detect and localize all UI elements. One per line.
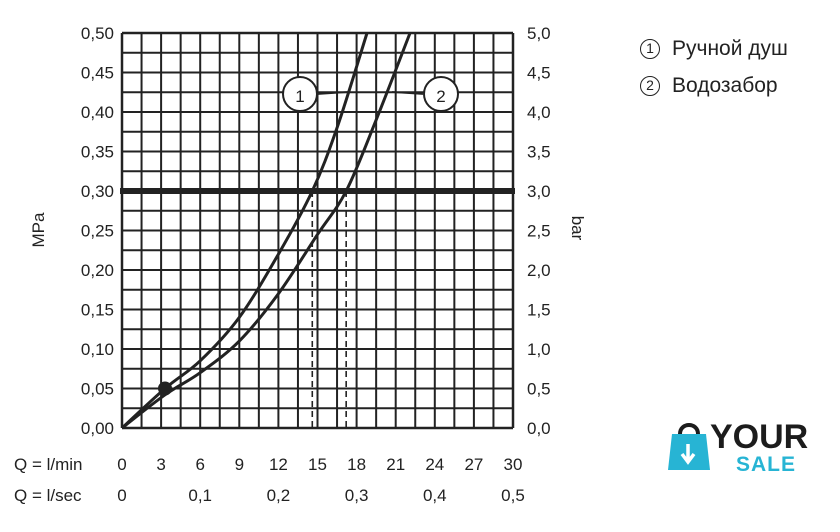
y-right-tick-label: 5,0 — [527, 24, 551, 43]
y-left-tick-label: 0,15 — [81, 301, 114, 320]
logo-word-sale: SALE — [736, 453, 797, 476]
y-left-tick-label: 0,50 — [81, 24, 114, 43]
x-lsec-tick-label: 0,1 — [188, 486, 212, 505]
legend-label: Водозабор — [672, 74, 778, 97]
y-left-tick-label: 0,40 — [81, 103, 114, 122]
x-lsec-tick-label: 0,2 — [267, 486, 291, 505]
x-lmin-tick-label: 15 — [308, 455, 327, 474]
y-right-tick-label: 4,0 — [527, 103, 551, 122]
callout-circle — [423, 76, 459, 112]
x-lmin-tick-label: 3 — [156, 455, 165, 474]
y-right-tick-label: 1,5 — [527, 301, 551, 320]
legend-item: 2 Водозабор — [640, 67, 788, 104]
x-lsec-tick-label: 0,3 — [345, 486, 369, 505]
y-right-tick-label: 1,0 — [527, 340, 551, 359]
yoursale-logo: YOUR SALE — [666, 418, 830, 478]
x-lsec-tick-label: 0 — [117, 486, 126, 505]
y-right-tick-label: 0,5 — [527, 380, 551, 399]
y-right-tick-label: 2,0 — [527, 261, 551, 280]
x-lmin-tick-labels: 0 3 6 9 12 15 18 21 24 27 30 — [117, 455, 522, 474]
legend-number: 1 — [640, 38, 660, 59]
y-right-tick-label: 0,0 — [527, 419, 551, 438]
x-lsec-tick-labels: 0 0,1 0,2 0,3 0,4 0,5 — [117, 486, 525, 505]
legend-item: 1 Ручной душ — [640, 30, 788, 67]
callout-leader — [317, 91, 349, 95]
marker-point — [158, 381, 173, 396]
series-curves — [120, 32, 412, 430]
y-left-tick-label: 0,05 — [81, 380, 114, 399]
series-curve-1 — [120, 32, 369, 430]
legend-label: Ручной душ — [672, 37, 788, 60]
series-curve-2 — [121, 32, 412, 430]
x-lsec-tick-label: 0,5 — [501, 486, 525, 505]
shopping-bag-icon — [668, 423, 710, 470]
legend: 1 Ручной душ 2 Водозабор — [640, 30, 788, 104]
y-left-axis-title: MPa — [29, 212, 48, 248]
y-left-tick-labels: 0,00 0,05 0,10 0,15 0,20 0,25 0,30 0,35 0,40 0,45… — [81, 24, 114, 438]
x-lmin-tick-label: 30 — [504, 455, 523, 474]
x-lmin-tick-label: 18 — [347, 455, 366, 474]
y-right-tick-labels: 0,0 0,5 1,0 1,5 2,0 2,5 3,0 3,5 4,0 4,5 5,0 — [527, 24, 551, 438]
y-left-tick-label: 0,35 — [81, 143, 114, 162]
x-lmin-tick-label: 21 — [386, 455, 405, 474]
x-lsec-row-title: Q = l/sec — [14, 486, 82, 505]
y-left-tick-label: 0,20 — [81, 261, 114, 280]
x-lmin-tick-label: 24 — [425, 455, 444, 474]
y-left-tick-label: 0,45 — [81, 64, 114, 83]
y-left-tick-label: 0,25 — [81, 222, 114, 241]
x-lmin-tick-label: 9 — [235, 455, 244, 474]
x-lmin-tick-label: 6 — [195, 455, 204, 474]
y-left-tick-label: 0,30 — [81, 182, 114, 201]
x-lmin-tick-label: 12 — [269, 455, 288, 474]
callout-label: 1 — [295, 87, 304, 106]
y-right-axis-title: bar — [568, 216, 587, 241]
x-lmin-row-title: Q = l/min — [14, 455, 83, 474]
x-lsec-tick-label: 0,4 — [423, 486, 447, 505]
callout-leader — [391, 91, 424, 95]
callout-circle — [282, 76, 318, 112]
y-left-tick-label: 0,00 — [81, 419, 114, 438]
callout-label: 2 — [436, 87, 445, 106]
y-right-tick-label: 2,5 — [527, 222, 551, 241]
x-lmin-tick-label: 0 — [117, 455, 126, 474]
y-left-tick-label: 0,10 — [81, 340, 114, 359]
y-right-tick-label: 4,5 — [527, 64, 551, 83]
y-right-tick-label: 3,5 — [527, 143, 551, 162]
legend-number: 2 — [640, 75, 660, 96]
y-right-tick-label: 3,0 — [527, 182, 551, 201]
x-lmin-tick-label: 27 — [464, 455, 483, 474]
logo-word-your: YOUR — [710, 418, 809, 456]
